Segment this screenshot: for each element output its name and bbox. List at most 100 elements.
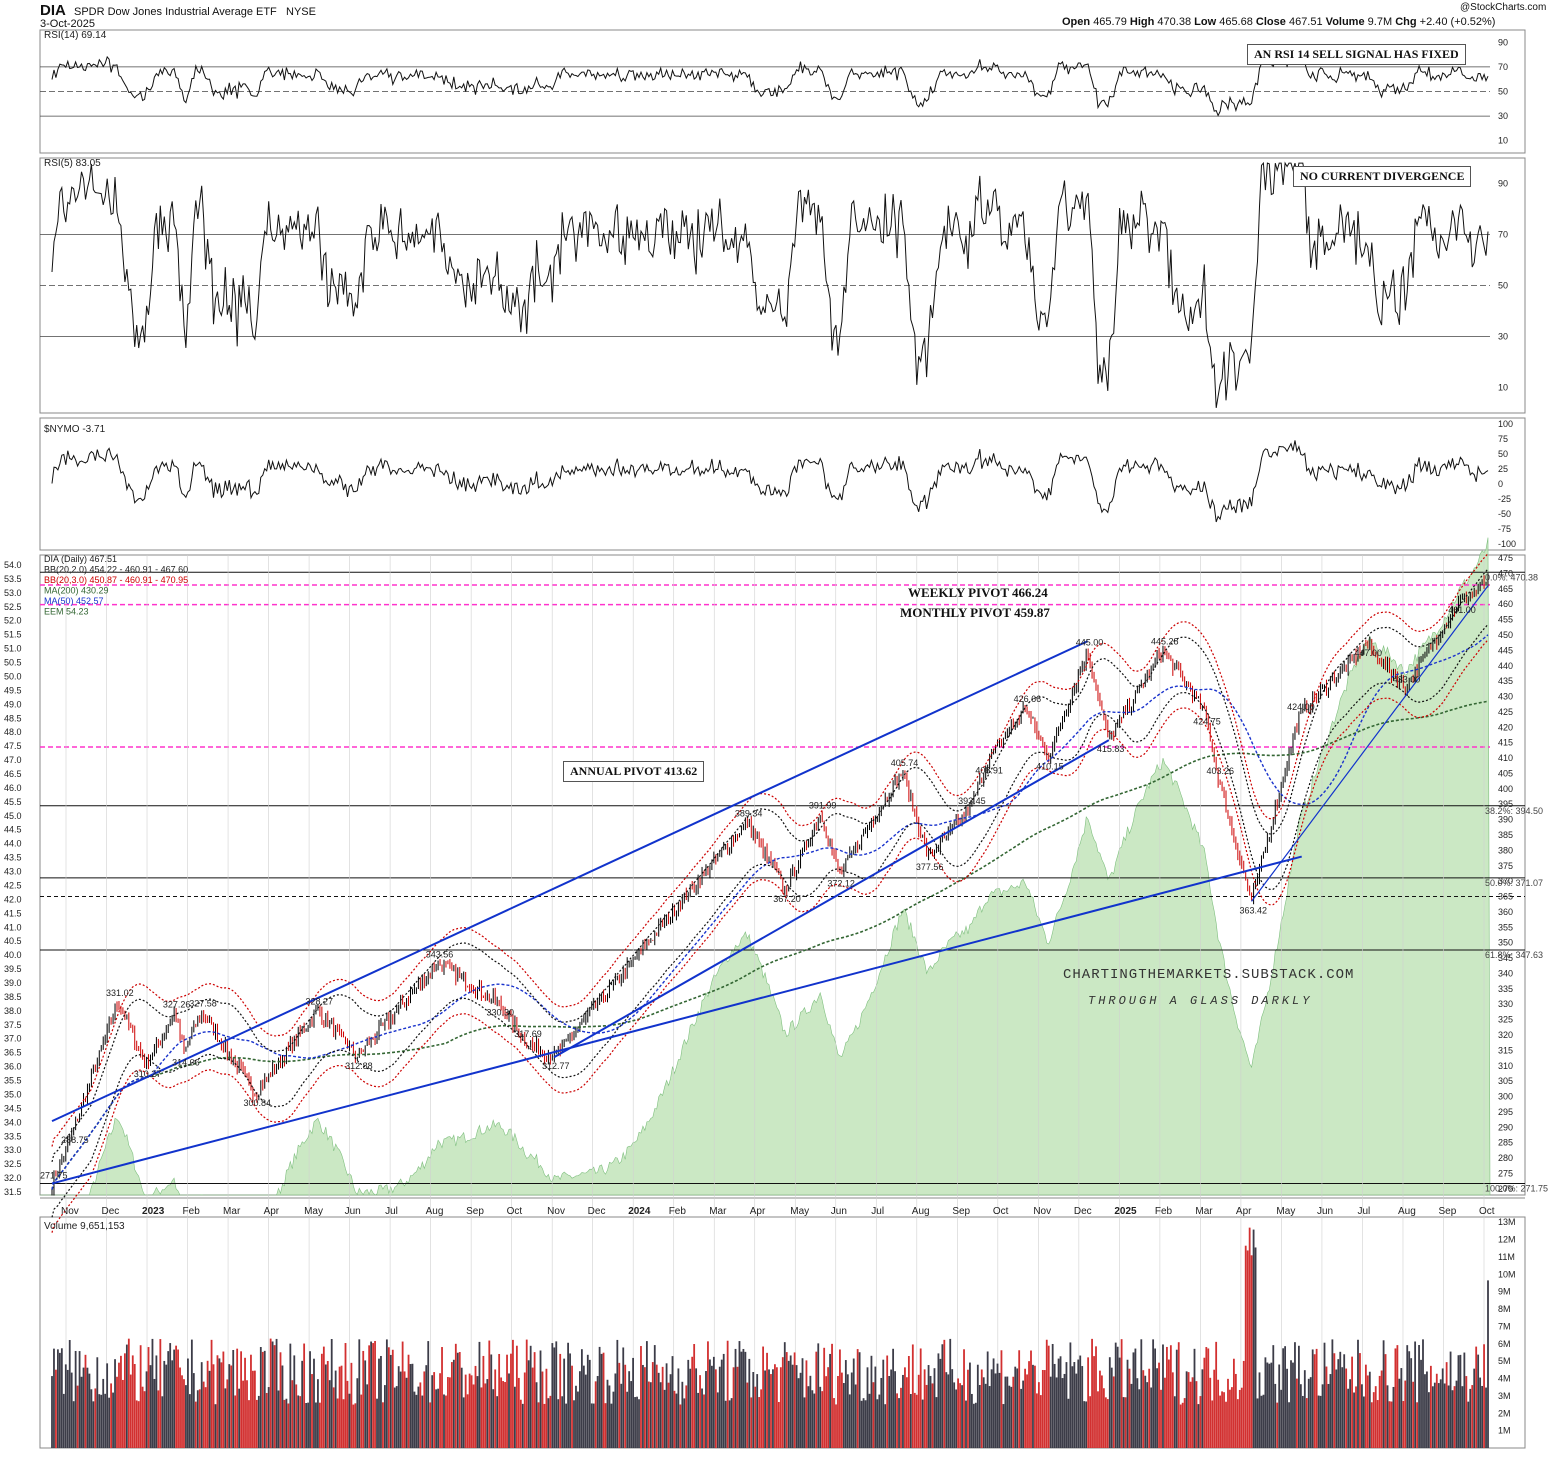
volume-bar xyxy=(1030,1350,1032,1448)
eem-tick: 36.5 xyxy=(4,1048,22,1058)
volume-bar xyxy=(1232,1358,1235,1448)
volume-bar xyxy=(1368,1371,1371,1448)
volume-bar xyxy=(766,1352,768,1448)
volume-bar xyxy=(368,1345,371,1448)
volume-bar xyxy=(488,1340,491,1448)
swing-label: 314.06 xyxy=(172,1057,200,1067)
volume-bar xyxy=(1083,1401,1086,1448)
volume-bar xyxy=(391,1349,394,1448)
volume-bar xyxy=(389,1354,392,1448)
volume-bar xyxy=(557,1399,560,1448)
volume-bar xyxy=(476,1376,479,1448)
volume-bar xyxy=(141,1386,144,1448)
x-axis-label: Feb xyxy=(669,1206,687,1217)
eem-tick: 40.0 xyxy=(4,950,22,960)
volume-bar xyxy=(1408,1351,1411,1448)
volume-bar xyxy=(137,1401,140,1448)
chg-label: Chg xyxy=(1395,16,1417,28)
volume-bar xyxy=(490,1354,493,1448)
volume-bar xyxy=(98,1394,101,1448)
volume-bar xyxy=(628,1371,631,1448)
volume-bar xyxy=(1410,1358,1413,1448)
volume-bar xyxy=(72,1401,75,1448)
volume-bar xyxy=(582,1365,585,1448)
volume-bar xyxy=(829,1353,831,1448)
volume-bar xyxy=(244,1357,246,1448)
nymo-legend: $NYMO -3.71 xyxy=(44,424,106,435)
volume-bar xyxy=(1136,1378,1139,1448)
volume-bar xyxy=(525,1339,528,1448)
price-tick: 420 xyxy=(1498,722,1513,732)
volume-bar xyxy=(1079,1355,1082,1448)
x-axis-label: Feb xyxy=(1155,1206,1173,1217)
volume-bar xyxy=(1114,1342,1117,1448)
volume-bar xyxy=(683,1398,686,1448)
volume-bar xyxy=(57,1349,59,1448)
volume-bar xyxy=(600,1353,603,1448)
volume-bar xyxy=(894,1371,896,1448)
volume-bar xyxy=(1183,1398,1186,1448)
volume-bar xyxy=(100,1394,103,1448)
price-tick: 310 xyxy=(1498,1061,1513,1071)
volume-bar xyxy=(131,1355,134,1448)
volume-bar xyxy=(937,1353,940,1448)
volume-bar xyxy=(1112,1376,1115,1448)
volume-bar xyxy=(1000,1350,1003,1448)
volume-bar xyxy=(120,1355,122,1448)
volume-bar xyxy=(1388,1401,1391,1448)
volume-bar xyxy=(1012,1376,1015,1448)
volume-bar xyxy=(850,1372,853,1448)
volume-bar xyxy=(167,1351,170,1448)
volume-bar xyxy=(961,1385,963,1448)
volume-bar xyxy=(175,1345,177,1448)
volume-bar xyxy=(443,1394,445,1448)
eem-tick: 48.0 xyxy=(4,727,22,737)
volume-bar xyxy=(675,1393,678,1448)
volume-bar xyxy=(1156,1368,1158,1448)
volume-bar xyxy=(279,1352,282,1448)
volume-bar xyxy=(429,1402,432,1448)
volume-bar xyxy=(299,1396,302,1448)
eem-tick: 34.0 xyxy=(4,1117,22,1127)
volume-bar xyxy=(953,1382,956,1448)
volume-bar xyxy=(370,1341,373,1448)
eem-tick: 34.5 xyxy=(4,1103,22,1113)
volume-bar xyxy=(86,1367,89,1448)
trendline-2 xyxy=(553,739,1110,1059)
volume-bar xyxy=(848,1394,851,1448)
volume-tick: 2M xyxy=(1498,1408,1511,1418)
volume-bar xyxy=(1175,1349,1178,1448)
eem-tick: 51.0 xyxy=(4,644,22,654)
fib-label: 100.0%: 271.75 xyxy=(1485,1183,1548,1193)
volume-bar xyxy=(1445,1362,1448,1448)
volume-bar xyxy=(791,1364,794,1448)
volume-bar xyxy=(433,1372,436,1448)
volume-bar xyxy=(1394,1348,1397,1448)
volume-bar xyxy=(992,1358,995,1448)
volume-bar xyxy=(1333,1353,1336,1448)
eem-tick: 39.5 xyxy=(4,964,22,974)
volume-bar xyxy=(504,1382,506,1448)
volume-bar xyxy=(1167,1359,1170,1448)
swing-label: 300.84 xyxy=(243,1098,271,1108)
volume-bar xyxy=(257,1395,260,1448)
volume-label: Volume xyxy=(1325,16,1365,28)
volume-bar xyxy=(1110,1367,1113,1448)
ticker-name: SPDR Dow Jones Industrial Average ETF xyxy=(74,6,277,18)
volume-bar xyxy=(919,1348,922,1448)
eem-tick: 48.5 xyxy=(4,713,22,723)
x-axis-label: Aug xyxy=(1398,1206,1416,1217)
volume-bar xyxy=(1221,1391,1223,1448)
volume-bar xyxy=(76,1385,79,1448)
swing-label: 343.56 xyxy=(426,950,454,960)
volume-bar xyxy=(846,1374,849,1448)
volume-bar xyxy=(208,1370,211,1448)
price-tick: 410 xyxy=(1498,753,1513,763)
volume-bar xyxy=(732,1367,735,1448)
volume-bar xyxy=(701,1388,703,1448)
volume-bar xyxy=(185,1385,187,1448)
volume-bar xyxy=(1134,1348,1137,1448)
volume-bar xyxy=(533,1352,536,1448)
volume-bar xyxy=(959,1383,961,1448)
volume-bar xyxy=(127,1338,130,1448)
